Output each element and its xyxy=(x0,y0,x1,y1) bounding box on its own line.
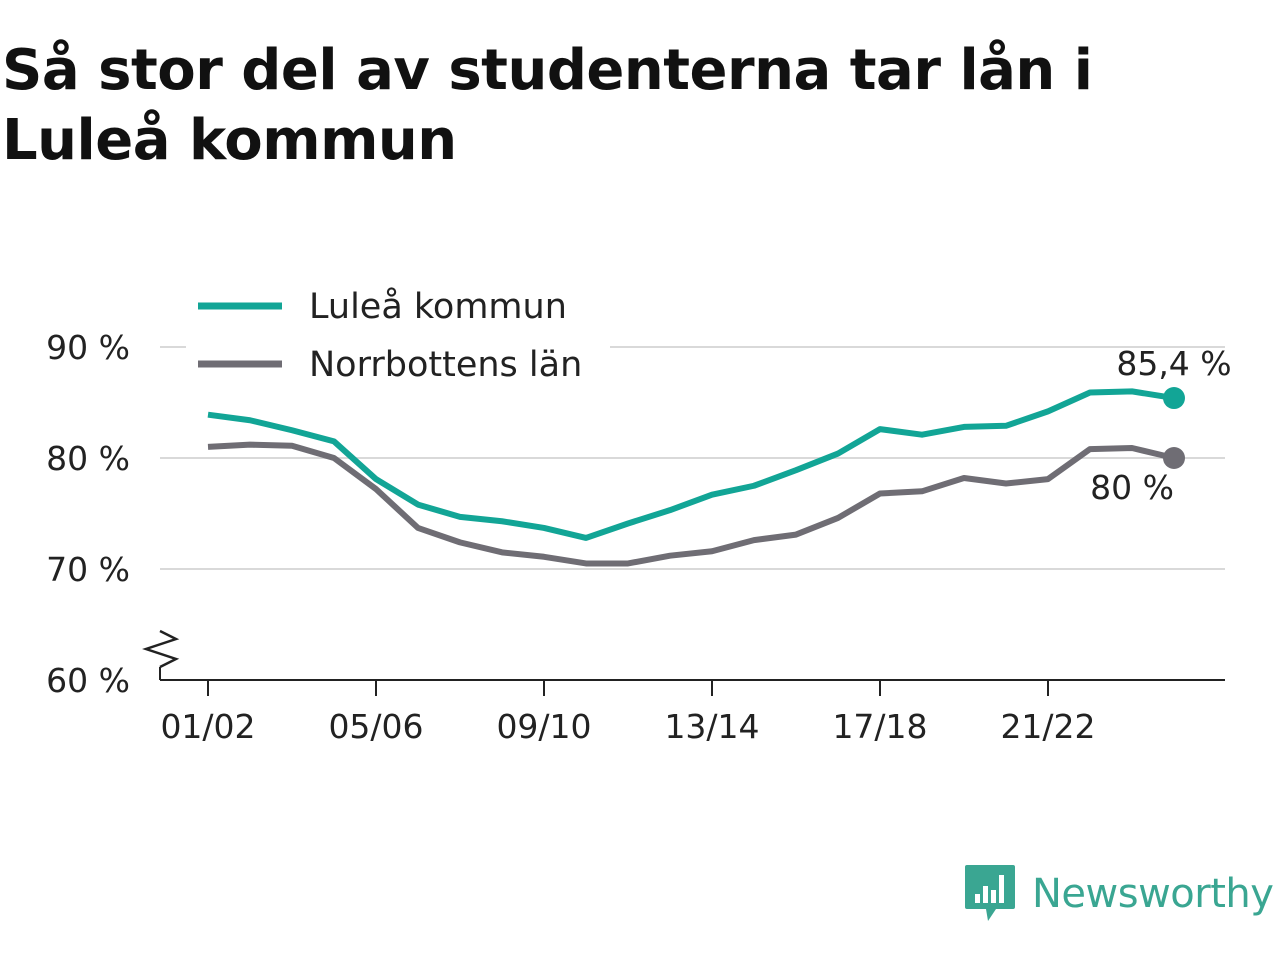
x-tick-label: 09/10 xyxy=(496,707,591,746)
end-label-norrbottens-lan: 80 % xyxy=(1090,468,1174,507)
x-tick-label: 13/14 xyxy=(664,707,759,746)
data-labels: 85,4 % 80 % xyxy=(1090,344,1232,507)
end-point-norrbottens-lan xyxy=(1163,447,1185,469)
newsworthy-logo-icon xyxy=(965,865,1015,921)
series-lines xyxy=(207,387,1185,567)
legend-label-norrbottens-lan: Norrbottens län xyxy=(309,345,582,385)
x-tick-label: 01/02 xyxy=(160,707,255,746)
series-line-lulea-kommun xyxy=(207,388,1175,541)
legend: Luleå kommun Norrbottens län xyxy=(186,282,610,388)
y-tick-label: 60 % xyxy=(46,661,130,700)
x-tick-label: 05/06 xyxy=(328,707,423,746)
x-tick-label: 17/18 xyxy=(832,707,927,746)
axis-break-mark xyxy=(142,629,180,669)
chart-title: Så stor del av studenterna tar lån i Lul… xyxy=(2,38,1093,173)
end-label-lulea-kommun: 85,4 % xyxy=(1116,344,1231,383)
axes: 60 % 70 % 80 % 90 % 01/02 05/06 09/10 13/14 17/1… xyxy=(46,328,1225,746)
newsworthy-brand: Newsworthy xyxy=(964,862,1274,926)
series-line-norrbottens-lan xyxy=(207,441,1175,567)
y-tick-label: 70 % xyxy=(46,550,130,589)
y-tick-label: 90 % xyxy=(46,328,130,367)
legend-background xyxy=(186,282,610,388)
end-point-lulea-kommun xyxy=(1163,387,1185,410)
brand-name: Newsworthy xyxy=(1032,871,1274,917)
legend-label-lulea-kommun: Luleå kommun xyxy=(309,286,567,327)
x-tick-label: 21/22 xyxy=(1000,707,1095,746)
y-tick-label: 80 % xyxy=(46,439,130,478)
